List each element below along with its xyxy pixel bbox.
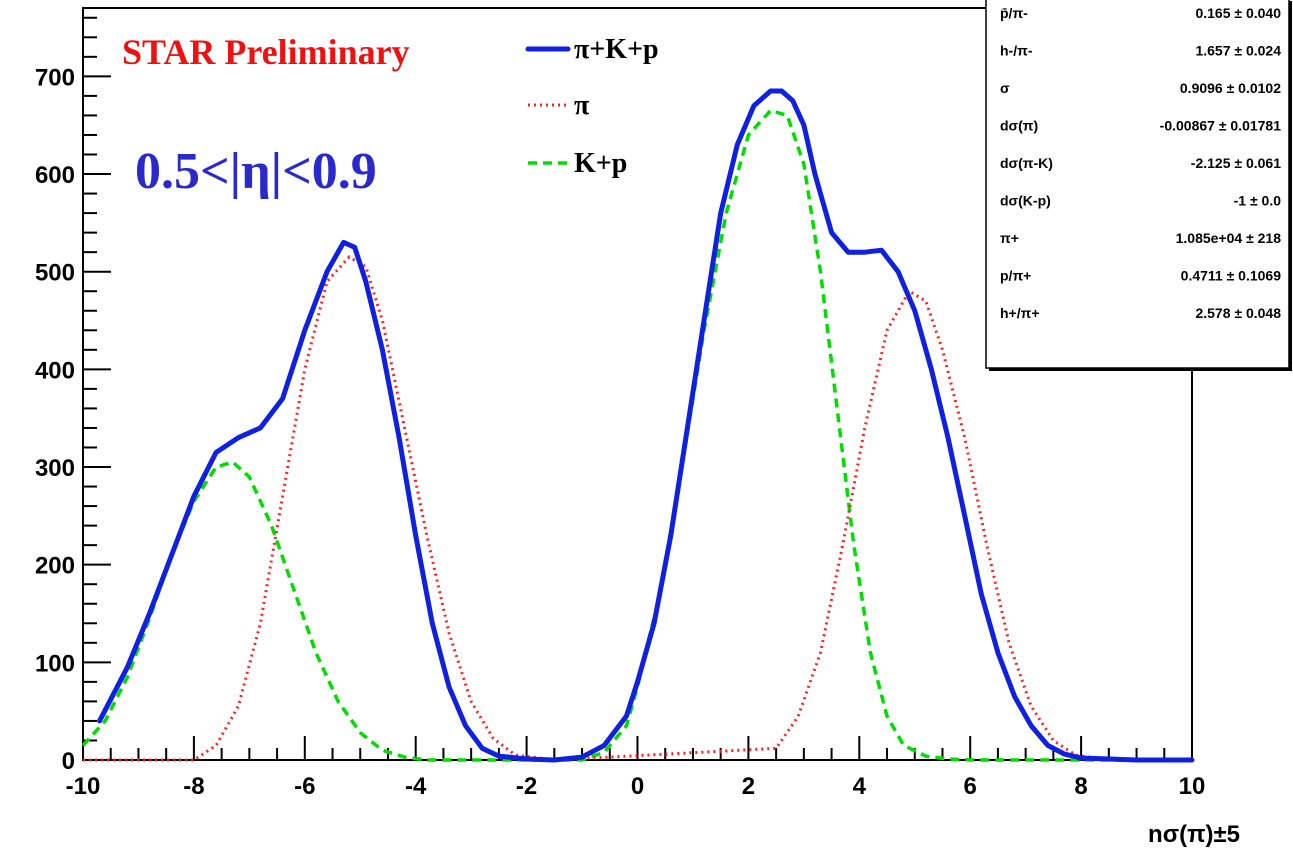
preliminary-label: STAR Preliminary bbox=[122, 32, 410, 72]
y-tick-label: 100 bbox=[35, 650, 75, 677]
stats-key: h-/π- bbox=[1000, 43, 1033, 59]
y-tick-label: 200 bbox=[35, 553, 75, 580]
y-tick-label: 500 bbox=[35, 260, 75, 287]
y-tick-label: 700 bbox=[35, 64, 75, 91]
x-tick-label: -6 bbox=[294, 773, 315, 800]
x-tick-label: 0 bbox=[631, 773, 644, 800]
legend-label-2: K+p bbox=[574, 148, 627, 179]
x-tick-label: 6 bbox=[964, 773, 977, 800]
stats-value: 1.085e+04 ± 218 bbox=[1176, 230, 1282, 246]
stats-key: π+ bbox=[1000, 230, 1019, 246]
stats-value: -0.00867 ± 0.01781 bbox=[1160, 118, 1282, 134]
legend-label-1: π bbox=[574, 90, 590, 121]
stats-box-frame bbox=[985, 0, 1290, 369]
stats-key: dσ(π) bbox=[1000, 118, 1038, 134]
x-tick-label: -8 bbox=[183, 773, 204, 800]
x-tick-label: -10 bbox=[66, 773, 101, 800]
stats-key: dσ(π-K) bbox=[1000, 155, 1053, 171]
stats-value: 2.578 ± 0.048 bbox=[1195, 305, 1281, 321]
y-axis: 0 100 200 300 400 500 600 700 bbox=[35, 16, 111, 775]
y-tick-label: 600 bbox=[35, 162, 75, 189]
y-tick-label: 400 bbox=[35, 357, 75, 384]
stats-key: σ bbox=[1000, 80, 1010, 96]
stats-key: p/π+ bbox=[1000, 268, 1031, 284]
stats-key: p̄/π- bbox=[1000, 5, 1028, 21]
x-tick-label: -4 bbox=[405, 773, 427, 800]
stats-value: 0.4711 ± 0.1069 bbox=[1181, 268, 1282, 284]
stats-value: 1.657 ± 0.024 bbox=[1195, 43, 1281, 59]
legend: π+K+p π K+p bbox=[525, 34, 659, 179]
x-axis: -10 -8 -6 -4 -2 0 2 4 6 8 10 bbox=[66, 736, 1206, 800]
series-line-0 bbox=[97, 88, 1195, 763]
stats-value: -2.125 ± 0.061 bbox=[1191, 155, 1281, 171]
x-tick-label: 8 bbox=[1074, 773, 1087, 800]
x-tick-label: 10 bbox=[1179, 773, 1206, 800]
stats-value: 0.165 ± 0.040 bbox=[1195, 5, 1281, 21]
x-tick-label: -2 bbox=[516, 773, 537, 800]
x-tick-label: 4 bbox=[853, 773, 867, 800]
stats-key: h+/π+ bbox=[1000, 305, 1040, 321]
eta-range-label: 0.5<|η|<0.9 bbox=[135, 143, 377, 200]
stats-value: -1 ± 0.0 bbox=[1234, 193, 1282, 209]
legend-label-0: π+K+p bbox=[574, 34, 659, 65]
series-layer bbox=[81, 88, 1195, 763]
x-tick-label: 2 bbox=[742, 773, 755, 800]
stats-box: p̄/π- 0.165 ± 0.040 h-/π- 1.657 ± 0.024 σ 0.9… bbox=[985, 0, 1292, 371]
y-tick-label: 300 bbox=[35, 455, 75, 482]
stats-value: 0.9096 ± 0.0102 bbox=[1180, 80, 1281, 96]
x-axis-label: nσ(π)±5 bbox=[1148, 821, 1240, 848]
series-line-1 bbox=[83, 255, 1192, 762]
series-line-2 bbox=[81, 108, 1192, 762]
y-tick-label: 0 bbox=[62, 748, 75, 775]
stats-key: dσ(K-p) bbox=[1000, 193, 1051, 209]
